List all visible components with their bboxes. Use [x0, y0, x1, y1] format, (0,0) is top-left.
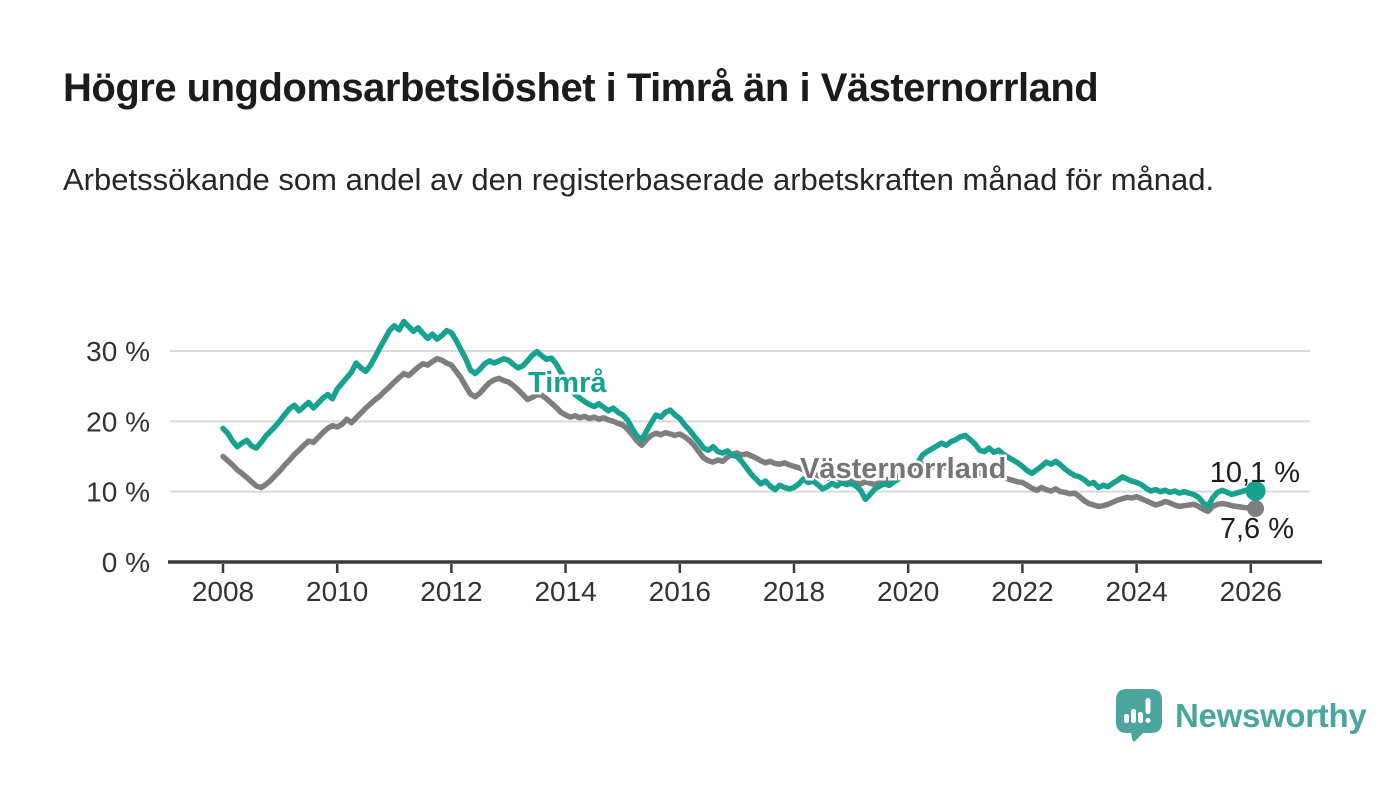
- brand-name: Newsworthy: [1175, 696, 1367, 734]
- logo-bar-2: [1131, 709, 1136, 723]
- y-axis-label-20: 20 %: [86, 406, 150, 437]
- x-axis-label-2020: 2020: [877, 576, 939, 607]
- logo-bar-3: [1138, 712, 1143, 723]
- series-end-dot-timra: [1245, 480, 1266, 501]
- unemployment-line-chart: 0 % 10 % 20 % 30 % 2008 2010 2012 2014 2016 2018 2…: [86, 318, 1322, 607]
- newsworthy-logo-icon: [1116, 689, 1162, 742]
- x-axis-label-2026: 2026: [1220, 576, 1282, 607]
- latest-value-label-timra: 10,1 %: [1210, 457, 1300, 489]
- x-axis-label-2008: 2008: [192, 576, 254, 607]
- x-axis-label-2016: 2016: [649, 576, 711, 607]
- series-line-vasternorrland: [220, 355, 1259, 515]
- x-axis-label-2012: 2012: [420, 576, 482, 607]
- y-axis-label-0: 0 %: [102, 547, 150, 578]
- x-axis-label-2022: 2022: [991, 576, 1053, 607]
- x-axis-label-2018: 2018: [763, 576, 825, 607]
- logo-exclamation-bar: [1145, 698, 1151, 714]
- latest-value-label-vasternorrland: 7,6 %: [1220, 513, 1294, 545]
- logo-bar-1: [1124, 714, 1129, 723]
- y-axis-label-30: 30 %: [86, 336, 150, 367]
- series-line-timra: [220, 318, 1259, 510]
- chart-subtitle: Arbetssökande som andel av den registerb…: [63, 162, 1215, 197]
- x-axis-label-2024: 2024: [1105, 576, 1167, 607]
- x-axis-label-2010: 2010: [306, 576, 368, 607]
- logo-exclamation-dot: [1145, 718, 1151, 723]
- x-axis-label-2014: 2014: [534, 576, 596, 607]
- series-end-dot-vasternorrland: [1247, 500, 1265, 518]
- y-axis-label-10: 10 %: [86, 477, 150, 508]
- newsworthy-branding: Newsworthy: [1116, 689, 1367, 742]
- chart-title: Högre ungdomsarbetslöshet i Timrå än i V…: [63, 66, 1099, 110]
- series-label-timra: Timrå: [528, 367, 607, 399]
- series-label-vasternorrland: Västernorrland: [800, 453, 1006, 485]
